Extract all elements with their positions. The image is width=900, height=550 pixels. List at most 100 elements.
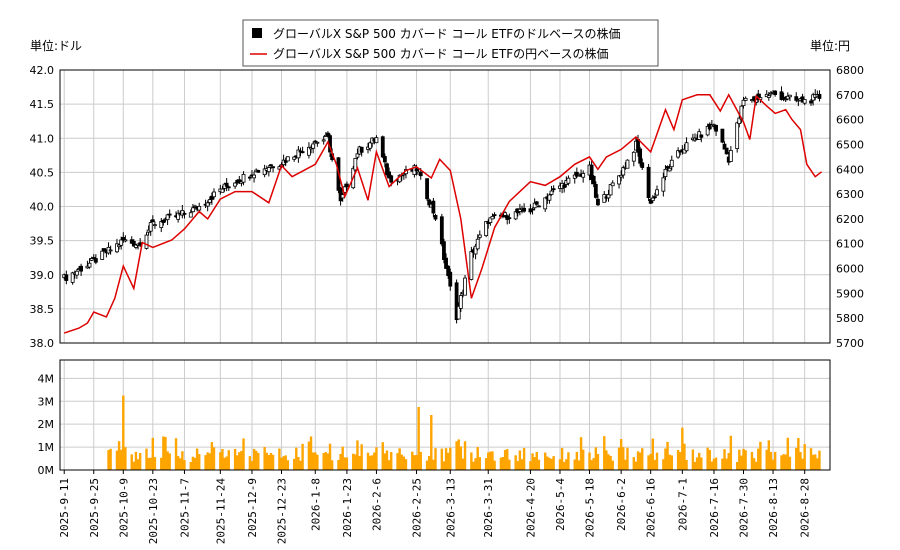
volume-bar xyxy=(263,447,266,470)
volume-bar xyxy=(670,455,673,470)
volume-bar xyxy=(520,459,524,470)
x-tick-label: 2025-9-11 xyxy=(58,478,71,538)
candle-body xyxy=(547,194,552,201)
volume-bar xyxy=(339,453,342,470)
candle-body xyxy=(296,149,301,159)
volume-bar xyxy=(219,452,222,470)
volume-bar xyxy=(425,460,429,470)
candle-body xyxy=(427,199,432,206)
candle-body xyxy=(292,156,297,160)
volume-bar xyxy=(816,458,819,470)
volume-bar xyxy=(360,444,363,470)
volume-bar xyxy=(271,454,275,470)
volume-bar xyxy=(242,438,245,470)
volume-tick-label: 4M xyxy=(38,372,55,385)
candle-body xyxy=(108,249,113,252)
candle-body xyxy=(368,142,373,149)
candle-body xyxy=(121,237,126,241)
y-left-tick-label: 39.0 xyxy=(30,269,55,282)
volume-bar xyxy=(267,454,271,470)
x-tick-label: 2026-7-30 xyxy=(738,478,751,538)
volume-bar xyxy=(134,451,138,470)
volume-bar xyxy=(457,439,460,470)
x-axis-ticks: 2025-9-11 2025-9-25 2025-10-9 2025-10-23 202… xyxy=(58,470,812,544)
volume-bar xyxy=(301,443,304,470)
volume-bar xyxy=(780,455,783,470)
candle-body xyxy=(577,173,581,176)
volume-bar xyxy=(565,459,568,470)
volume-bar xyxy=(299,460,302,470)
volume-bar xyxy=(373,452,376,470)
volume-bar xyxy=(238,452,241,470)
candle-body xyxy=(665,166,670,169)
candle-body xyxy=(197,205,202,211)
candle-body xyxy=(237,179,242,183)
volume-bar xyxy=(107,450,110,470)
volume-bar xyxy=(282,456,285,470)
volume-bar xyxy=(254,450,258,470)
volume-bar xyxy=(759,441,762,470)
y-right-tick-label: 6700 xyxy=(836,89,864,102)
volume-bar xyxy=(280,457,283,470)
x-tick-label: 2025-10-23 xyxy=(147,478,160,544)
candle-body xyxy=(252,174,256,179)
candle-body xyxy=(809,100,813,104)
volume-bar xyxy=(754,461,758,470)
volume-bar xyxy=(449,447,452,470)
volume-bar xyxy=(149,457,152,470)
y-right-tick-label: 6400 xyxy=(836,163,864,176)
candle-body xyxy=(469,251,474,280)
y-left-tick-label: 40.0 xyxy=(30,201,55,214)
volume-bar xyxy=(311,452,315,470)
volume-bar xyxy=(624,459,627,470)
volume-bar xyxy=(366,452,370,470)
candle-body xyxy=(256,170,261,173)
candle-body xyxy=(209,195,214,200)
candle-body xyxy=(802,99,807,104)
volume-bar xyxy=(442,461,446,470)
volume-bar xyxy=(413,455,416,470)
candle-body xyxy=(684,142,689,152)
volume-bar xyxy=(324,452,328,470)
volume-bar xyxy=(459,446,463,470)
candle-body xyxy=(271,166,275,169)
candle-body xyxy=(619,174,624,178)
volume-bar xyxy=(415,455,418,470)
y-right-tick-label: 6800 xyxy=(836,64,864,77)
volume-bar xyxy=(562,461,566,470)
candle-body xyxy=(661,177,666,192)
volume-bar xyxy=(117,441,121,470)
candle-body xyxy=(699,134,704,138)
candle-body xyxy=(534,201,539,205)
y-right-tick-label: 6300 xyxy=(836,188,864,201)
volume-bar xyxy=(250,460,254,470)
candle-body xyxy=(551,188,556,191)
candle-body xyxy=(638,148,643,164)
volume-bar xyxy=(427,455,431,470)
candle-body xyxy=(269,164,273,167)
candle-body xyxy=(532,202,537,209)
volume-bar xyxy=(506,449,509,470)
candle-body xyxy=(492,214,497,216)
volume-bar xyxy=(124,447,127,470)
candle-body xyxy=(220,188,225,193)
candle-body xyxy=(182,212,187,215)
candle-body xyxy=(148,222,153,232)
volume-bar xyxy=(136,459,140,470)
volume-bar xyxy=(402,456,406,470)
volume-bar xyxy=(782,454,785,470)
candle-body xyxy=(93,258,98,263)
candle-body xyxy=(720,128,725,143)
candle-body xyxy=(631,151,636,162)
candle-body xyxy=(625,159,630,169)
candle-body xyxy=(353,157,358,171)
volume-bar xyxy=(533,457,536,470)
candle-body xyxy=(503,212,508,216)
volume-bar xyxy=(655,452,659,470)
candle-body xyxy=(193,205,197,208)
volume-bar xyxy=(636,451,640,470)
volume-bar xyxy=(714,457,718,470)
volume-bar xyxy=(345,457,349,470)
candle-body xyxy=(89,258,94,261)
candle-body xyxy=(773,90,778,95)
